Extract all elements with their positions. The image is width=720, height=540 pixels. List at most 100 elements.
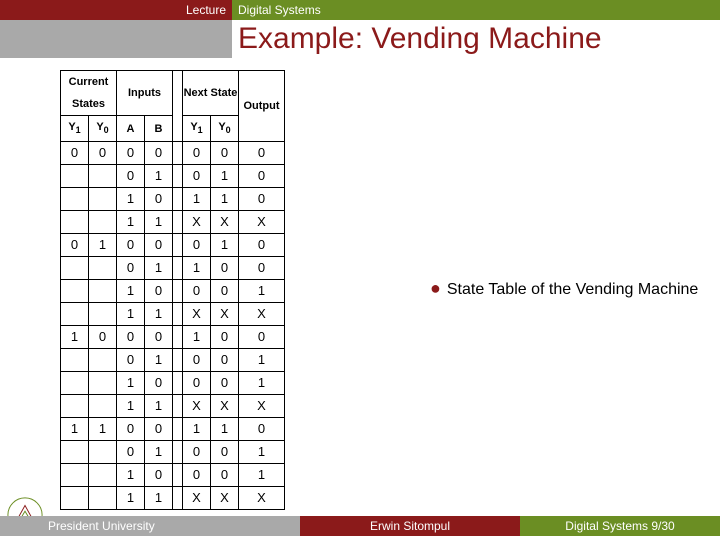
table-cell (173, 326, 183, 349)
footer-mid: Erwin Sitompul (300, 516, 520, 536)
hdr-ny1: Y1 (183, 116, 211, 142)
table-cell: X (211, 211, 239, 234)
table-cell: 1 (183, 188, 211, 211)
table-cell: 0 (145, 326, 173, 349)
bullet-dot-icon: ● (430, 278, 441, 298)
table-cell (61, 303, 89, 326)
table-cell: 0 (211, 441, 239, 464)
table-cell: 1 (117, 372, 145, 395)
table-cell: 1 (183, 418, 211, 441)
table-cell: 0 (61, 142, 89, 165)
table-cell: 1 (145, 165, 173, 188)
table-cell: 0 (239, 418, 285, 441)
table-cell (61, 257, 89, 280)
table-cell: 0 (211, 349, 239, 372)
table-cell: 0 (145, 280, 173, 303)
table-cell: 1 (145, 349, 173, 372)
hdr-b: B (145, 116, 173, 142)
table-cell (89, 372, 117, 395)
banner: Lecture Digital Systems Example: Vending… (0, 0, 720, 58)
table-cell (89, 257, 117, 280)
bullet-caption: ●State Table of the Vending Machine (430, 278, 710, 299)
table-cell: 0 (183, 234, 211, 257)
table-cell: 1 (239, 372, 285, 395)
table-cell (173, 441, 183, 464)
table-cell (173, 142, 183, 165)
table-cell: 0 (145, 188, 173, 211)
table-cell (61, 487, 89, 510)
table-cell (173, 234, 183, 257)
table-cell: 0 (145, 372, 173, 395)
content-area: Current States Inputs Next State Output … (60, 70, 285, 510)
hdr-next-state: Next State (183, 71, 239, 116)
table-cell: 0 (239, 142, 285, 165)
table-cell: X (183, 303, 211, 326)
table-cell (89, 441, 117, 464)
table-cell: 0 (183, 372, 211, 395)
table-row: 01100 (61, 257, 285, 280)
table-cell: 1 (117, 487, 145, 510)
table-cell: X (239, 211, 285, 234)
table-row: 10110 (61, 188, 285, 211)
table-row: 11XXX (61, 487, 285, 510)
table-cell: 1 (117, 280, 145, 303)
table-cell: X (239, 303, 285, 326)
table-cell (61, 188, 89, 211)
hdr-output: Output (239, 71, 285, 142)
table-cell: 1 (239, 280, 285, 303)
table-cell: 0 (117, 349, 145, 372)
table-cell: 0 (145, 418, 173, 441)
table-cell: 0 (211, 142, 239, 165)
table-row: 1000100 (61, 326, 285, 349)
table-cell: 1 (211, 418, 239, 441)
table-cell: X (239, 487, 285, 510)
table-cell (61, 165, 89, 188)
table-cell (61, 395, 89, 418)
hdr-y1: Y1 (61, 116, 89, 142)
footer-right: Digital Systems 9/30 (520, 516, 720, 536)
table-cell: 0 (239, 234, 285, 257)
table-cell: 1 (239, 349, 285, 372)
table-cell: 0 (183, 280, 211, 303)
table-cell: 0 (211, 257, 239, 280)
table-cell: X (211, 395, 239, 418)
table-cell (173, 257, 183, 280)
table-cell: 0 (89, 142, 117, 165)
table-cell: 0 (145, 464, 173, 487)
table-cell (173, 418, 183, 441)
table-cell (61, 280, 89, 303)
table-cell: 1 (145, 441, 173, 464)
table-cell: 1 (117, 395, 145, 418)
table-cell: 1 (145, 487, 173, 510)
table-cell (61, 211, 89, 234)
lecture-label: Lecture (0, 0, 232, 20)
table-cell (173, 211, 183, 234)
table-cell: 0 (211, 280, 239, 303)
table-row: 10001 (61, 280, 285, 303)
hdr-current-states: Current States (61, 71, 117, 116)
table-cell (173, 487, 183, 510)
table-row: 0000000 (61, 142, 285, 165)
table-cell: 0 (183, 165, 211, 188)
table-cell (89, 280, 117, 303)
table-cell: 0 (117, 234, 145, 257)
table-cell: 1 (183, 257, 211, 280)
table-cell (173, 303, 183, 326)
slide-title: Example: Vending Machine (232, 20, 720, 58)
table-cell: 0 (239, 165, 285, 188)
table-cell: 1 (239, 441, 285, 464)
table-cell: X (211, 487, 239, 510)
table-cell: 0 (117, 165, 145, 188)
hdr-y0: Y0 (89, 116, 117, 142)
table-cell: 0 (239, 326, 285, 349)
table-cell (89, 303, 117, 326)
table-cell: 1 (89, 418, 117, 441)
table-row: 0100010 (61, 234, 285, 257)
table-cell: 0 (117, 418, 145, 441)
table-row: 01001 (61, 441, 285, 464)
table-cell: 0 (211, 326, 239, 349)
table-cell: 0 (117, 441, 145, 464)
table-cell: 0 (117, 326, 145, 349)
table-cell: 1 (211, 165, 239, 188)
table-row: 01001 (61, 349, 285, 372)
